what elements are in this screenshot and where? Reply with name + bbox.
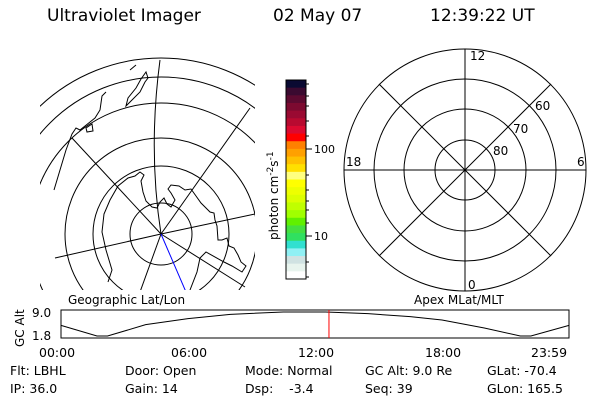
filter-info: Flt: LBHL <box>10 363 66 378</box>
lat-label-70: 70 <box>513 122 528 136</box>
colorbar-band <box>286 248 306 257</box>
colorbar-band <box>286 256 306 265</box>
x-tick-label: 23:59 <box>531 345 567 360</box>
x-tick-label: 00:00 <box>39 345 75 360</box>
glon-info: GLon: 165.5 <box>487 381 563 396</box>
date-label: 02 May 07 <box>273 6 363 26</box>
instrument-title: Ultraviolet Imager <box>47 6 201 26</box>
lat-label-60: 60 <box>535 99 550 113</box>
gc-alt-info: GC Alt: 9.0 Re <box>365 363 453 378</box>
colorbar-band <box>286 225 306 234</box>
colorbar-band <box>286 148 306 158</box>
mlt-label-6: 6 <box>577 155 585 169</box>
orbit-ylabel: GC Alt <box>13 309 27 347</box>
orbit-plot <box>60 310 570 338</box>
mlt-label-0: 0 <box>468 278 476 292</box>
colorbar-band <box>286 141 306 150</box>
colorbar-band <box>286 102 306 112</box>
coastline-new-zealand <box>125 70 149 108</box>
colorbar-band <box>286 95 306 104</box>
x-tick-label: 18:00 <box>425 345 461 360</box>
colorbar-band <box>286 240 306 249</box>
gain-info: Gain: 14 <box>125 381 178 396</box>
colorbar-frame <box>285 79 307 280</box>
mode-info: Mode: Normal <box>245 363 333 378</box>
colorbar-band <box>286 171 306 180</box>
ytick-1-8: 1.8 <box>32 329 51 343</box>
colorbar-band <box>286 110 306 119</box>
colorbar-band <box>286 263 306 272</box>
colorbar-band <box>286 271 306 280</box>
colorbar-band <box>286 202 306 211</box>
colorbar-band <box>286 164 306 173</box>
colorbar-band <box>286 87 306 96</box>
colorbar-band <box>286 194 306 203</box>
colorbar-unit-label: photon cm-2s-1 <box>266 151 281 240</box>
colorbar-band <box>286 118 306 127</box>
mlt-label-12: 12 <box>470 49 485 63</box>
longitude-lines <box>54 59 255 290</box>
coastline-antarctica <box>101 171 247 290</box>
x-tick-label: 06:00 <box>171 345 207 360</box>
geographic-panel-label: Geographic Lat/Lon <box>68 293 185 307</box>
seq-info: Seq: 39 <box>365 381 413 396</box>
coastline-australia <box>53 91 107 191</box>
x-tick-label: 12:00 <box>298 345 334 360</box>
colorbar-ticks <box>306 83 312 278</box>
colorbar-band <box>286 217 306 226</box>
coastline-islands <box>85 64 137 133</box>
lat-label-80: 80 <box>493 144 508 158</box>
colorbar-band <box>286 125 306 135</box>
colorbar-band <box>286 187 306 196</box>
ytick-9: 9.0 <box>32 306 51 320</box>
orbit-plot-frame <box>60 309 570 339</box>
glat-info: GLat: -70.4 <box>487 363 557 378</box>
orbit-altitude-line <box>60 311 570 337</box>
satellite-nadir-track <box>160 233 186 290</box>
colorbar-tick-10: 10 <box>314 230 328 243</box>
ip-info: IP: 36.0 <box>10 381 58 396</box>
colorbar <box>286 80 306 280</box>
colorbar-band <box>286 156 306 165</box>
colorbar-band <box>286 233 306 242</box>
colorbar-band <box>286 210 306 219</box>
time-label: 12:39:22 UT <box>430 6 535 26</box>
colorbar-tick-100: 100 <box>314 143 335 156</box>
colorbar-band <box>286 179 306 188</box>
door-info: Door: Open <box>125 363 197 378</box>
orbit-x-ticks: 00:00 06:00 12:00 18:00 23:59 <box>39 345 567 360</box>
latitude-circles <box>40 57 255 290</box>
polar-mlt-plot <box>343 48 587 292</box>
colorbar-band <box>286 80 306 89</box>
dsp-info: Dsp: -3.4 <box>245 381 314 396</box>
apex-panel-label: Apex MLat/MLT <box>414 293 504 307</box>
colorbar-band <box>286 133 306 142</box>
mlt-label-18: 18 <box>346 155 361 169</box>
